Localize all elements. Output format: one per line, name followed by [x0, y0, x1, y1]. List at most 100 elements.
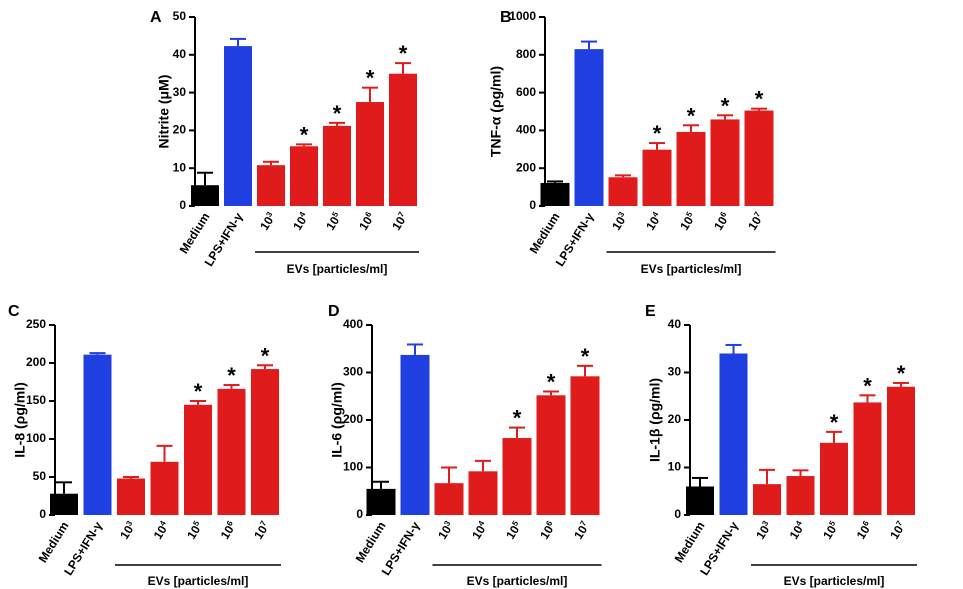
bar-c-1 — [83, 354, 112, 515]
category-label-e-5: 106 — [853, 518, 875, 541]
category-label-b-2: 103 — [609, 209, 631, 232]
bar-e-6 — [887, 386, 915, 515]
bar-a-1 — [224, 46, 252, 206]
bar-c-3 — [150, 461, 179, 515]
bar-c-0 — [50, 493, 78, 515]
category-label-d-3: 104 — [469, 518, 491, 541]
significance-star-d-6: * — [581, 344, 590, 369]
bar-d-4 — [502, 438, 532, 515]
category-label-b-3: 104 — [643, 209, 665, 232]
category-label-c-3: 104 — [150, 518, 172, 541]
bar-d-0 — [366, 488, 396, 515]
category-label-c-5: 106 — [217, 518, 239, 541]
y-tick-label-d: 0 — [356, 507, 363, 521]
bar-d-6 — [570, 376, 600, 515]
significance-star-c-6: * — [261, 343, 270, 368]
bar-c-6 — [251, 369, 279, 515]
bar-d-2 — [434, 483, 464, 515]
bar-b-1 — [574, 49, 604, 206]
y-tick-label-c: 250 — [26, 317, 46, 331]
category-label-b-0: Medium — [527, 210, 563, 256]
bar-b-3 — [642, 149, 672, 206]
group-label-e: EVs [particles/ml] — [784, 574, 885, 588]
significance-star-a-5: * — [366, 66, 375, 91]
category-label-d-6: 107 — [571, 518, 593, 541]
y-tick-label-d: 100 — [343, 460, 363, 474]
panel-letter-d: D — [328, 303, 340, 320]
bar-b-6 — [744, 110, 774, 206]
y-axis-label-a: Nitrite (μM) — [156, 75, 172, 149]
category-label-b-5: 106 — [711, 209, 733, 232]
group-label-a: EVs [particles/ml] — [287, 262, 388, 276]
category-label-d-2: 103 — [435, 518, 457, 541]
y-tick-label-e: 10 — [668, 460, 682, 474]
group-label-d: EVs [particles/ml] — [467, 574, 568, 588]
bar-b-2 — [608, 177, 638, 206]
y-tick-label-e: 40 — [668, 317, 682, 331]
bar-a-5 — [356, 102, 384, 206]
bar-e-4 — [820, 442, 848, 515]
y-tick-label-e: 0 — [674, 507, 681, 521]
bar-b-4 — [676, 131, 706, 206]
significance-star-a-6: * — [399, 41, 408, 66]
category-label-d-0: Medium — [353, 519, 389, 565]
category-label-c-2: 103 — [117, 518, 139, 541]
panel-letter-e: E — [645, 303, 656, 320]
bar-e-0 — [686, 486, 714, 515]
y-tick-label-d: 400 — [343, 317, 363, 331]
y-tick-label-b: 400 — [516, 123, 536, 137]
y-tick-label-d: 300 — [343, 365, 363, 379]
bar-a-4 — [323, 125, 351, 206]
category-label-c-6: 107 — [251, 518, 273, 541]
y-axis-label-d: IL-6 (ρg/ml) — [329, 382, 345, 458]
y-tick-label-c: 50 — [33, 469, 47, 483]
bar-d-1 — [400, 354, 430, 515]
bar-a-0 — [191, 185, 219, 206]
category-label-a-3: 104 — [290, 209, 312, 232]
y-axis-label-b: TNF-α (ρg/ml) — [488, 66, 504, 157]
y-tick-label-c: 150 — [26, 393, 46, 407]
significance-star-d-5: * — [547, 370, 556, 395]
significance-star-b-5: * — [721, 93, 730, 118]
category-label-a-4: 105 — [323, 209, 345, 232]
y-tick-label-b: 200 — [516, 160, 536, 174]
category-label-e-3: 104 — [786, 518, 808, 541]
bar-c-4 — [184, 404, 212, 515]
y-tick-label-e: 30 — [668, 365, 682, 379]
category-label-a-2: 103 — [257, 209, 279, 232]
y-tick-label-b: 0 — [529, 198, 536, 212]
significance-star-e-4: * — [830, 410, 839, 435]
bar-e-5 — [853, 402, 882, 515]
category-label-b-6: 107 — [745, 209, 767, 232]
category-label-b-4: 105 — [677, 209, 699, 232]
y-tick-label-b: 800 — [516, 47, 536, 61]
bar-c-2 — [117, 478, 145, 515]
y-tick-label-a: 30 — [173, 85, 187, 99]
significance-star-e-5: * — [863, 373, 872, 398]
bar-a-3 — [290, 146, 318, 206]
y-tick-label-e: 20 — [668, 412, 682, 426]
category-label-a-0: Medium — [177, 210, 213, 256]
significance-star-c-4: * — [194, 379, 203, 404]
bar-d-5 — [536, 395, 566, 515]
bar-e-3 — [786, 476, 815, 515]
category-label-a-6: 107 — [389, 209, 411, 232]
bar-b-5 — [710, 119, 740, 206]
y-axis-label-c: IL-8 (ρg/ml) — [12, 382, 28, 458]
y-tick-label-a: 0 — [179, 198, 186, 212]
significance-star-e-6: * — [897, 361, 906, 386]
y-axis-label-e: IL-1β (ρg/ml) — [647, 378, 663, 462]
bar-d-3 — [468, 471, 498, 515]
category-label-c-4: 105 — [184, 518, 206, 541]
panel-letter-a: A — [150, 9, 162, 26]
bar-b-0 — [540, 182, 570, 206]
y-tick-label-d: 200 — [343, 412, 363, 426]
category-label-e-6: 107 — [887, 518, 909, 541]
significance-star-a-4: * — [333, 101, 342, 126]
group-label-c: EVs [particles/ml] — [148, 574, 249, 588]
